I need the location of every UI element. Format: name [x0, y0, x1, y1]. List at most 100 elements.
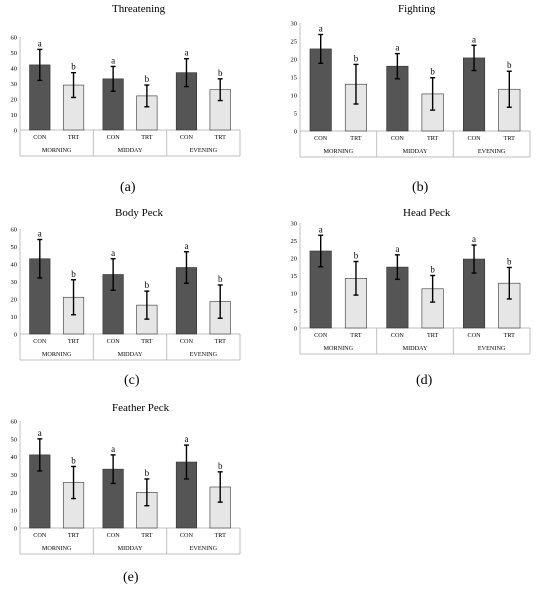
bar-label: CON [391, 135, 405, 142]
bar-label: TRT [141, 338, 153, 345]
y-tick-label: 15 [291, 75, 298, 82]
chart-panel-head-peck: Head Peck 0 5 10 15 20 25 30 MORNING a CON b TRT MID… [280, 205, 540, 395]
bar-label: CON [314, 332, 328, 339]
bar-label: TRT [427, 332, 439, 339]
chart-svg: 0 5 10 15 20 25 30 MORNING a CON b TRT MIDDAY a CON b TR… [291, 221, 531, 355]
y-tick-label: 40 [11, 66, 18, 73]
bar-label: CON [467, 135, 481, 142]
group-label: MORNING [324, 148, 354, 155]
bar-label: CON [314, 135, 328, 142]
group-label: MORNING [42, 147, 72, 154]
chart-title: Body Peck [115, 207, 163, 219]
chart-svg: 0 10 20 30 40 50 60 MORNING a CON b TRT MIDDAY a CON b T… [11, 227, 241, 361]
y-tick-label: 0 [14, 128, 17, 135]
significance-letter: a [111, 248, 115, 258]
chart-panel-threatening: Threatening 0 10 20 30 40 50 60 MORNING a CON b TRT… [0, 0, 260, 200]
y-tick-label: 5 [294, 111, 297, 118]
y-tick-label: 20 [291, 57, 298, 64]
significance-letter: a [38, 229, 42, 239]
bar-label: TRT [141, 532, 153, 539]
group-label: MIDDAY [118, 351, 143, 358]
y-tick-label: 20 [11, 490, 18, 497]
y-tick-label: 30 [11, 279, 18, 286]
significance-letter: a [395, 244, 399, 254]
y-tick-label: 10 [11, 508, 18, 515]
y-tick-label: 30 [11, 81, 18, 88]
significance-letter: b [218, 274, 223, 284]
bar-label: TRT [68, 134, 80, 141]
significance-letter: a [472, 34, 476, 44]
significance-letter: a [38, 38, 42, 48]
bar-label: TRT [215, 134, 227, 141]
y-tick-label: 10 [291, 291, 298, 298]
group-label: MIDDAY [403, 345, 428, 352]
significance-letter: b [145, 468, 150, 478]
significance-letter: b [354, 251, 359, 261]
group-label: MIDDAY [118, 545, 143, 552]
significance-letter: a [184, 434, 188, 444]
panel-label: (e) [123, 570, 139, 585]
group-label: MIDDAY [403, 148, 428, 155]
significance-letter: a [319, 24, 323, 34]
significance-letter: a [38, 428, 42, 438]
bar-label: TRT [215, 532, 227, 539]
significance-letter: b [507, 60, 512, 70]
chart-svg: 0 10 20 30 40 50 60 MORNING a CON b TRT MIDDAY a CON b T… [11, 419, 241, 555]
y-tick-label: 25 [291, 39, 298, 46]
bar-label: CON [33, 134, 47, 141]
y-tick-label: 50 [11, 244, 18, 251]
significance-letter: a [395, 43, 399, 53]
bar-label: TRT [427, 135, 439, 142]
bar-label: CON [107, 134, 121, 141]
significance-letter: b [354, 53, 359, 63]
y-tick-label: 60 [11, 227, 18, 234]
y-tick-label: 20 [11, 97, 18, 104]
significance-letter: a [472, 234, 476, 244]
significance-letter: b [218, 68, 223, 78]
chart-svg: 0 5 10 15 20 25 30 MORNING a CON b TRT MIDDAY a CON b TR… [291, 21, 531, 158]
significance-letter: b [430, 265, 435, 275]
bar-label: CON [33, 532, 47, 539]
bar-label: CON [33, 338, 47, 345]
y-tick-label: 0 [294, 129, 297, 136]
panel-label: (b) [412, 180, 429, 195]
bar-label: TRT [350, 332, 362, 339]
bar-label: TRT [68, 338, 80, 345]
significance-letter: b [507, 256, 512, 266]
significance-letter: b [145, 74, 150, 84]
y-tick-label: 15 [291, 273, 298, 280]
chart-title: Head Peck [403, 207, 451, 219]
y-tick-label: 5 [294, 308, 297, 315]
bar-label: CON [107, 338, 121, 345]
y-tick-label: 0 [14, 526, 17, 533]
bar-label: TRT [350, 135, 362, 142]
y-tick-label: 60 [11, 419, 18, 426]
bar-label: TRT [215, 338, 227, 345]
significance-letter: b [71, 62, 76, 72]
significance-letter: a [184, 48, 188, 58]
significance-letter: b [71, 455, 76, 465]
panel-label: (d) [416, 373, 433, 388]
bar-label: TRT [504, 135, 516, 142]
bar-label: CON [180, 134, 194, 141]
bar-label: CON [180, 532, 194, 539]
chart-title: Feather Peck [112, 402, 170, 414]
y-tick-label: 20 [11, 297, 18, 304]
group-label: MORNING [324, 345, 354, 352]
significance-letter: a [319, 224, 323, 234]
y-tick-label: 0 [14, 332, 17, 339]
significance-letter: a [184, 241, 188, 251]
group-label: EVENING [190, 545, 218, 552]
significance-letter: b [430, 67, 435, 77]
group-label: EVENING [478, 148, 506, 155]
y-tick-label: 10 [11, 314, 18, 321]
group-label: MIDDAY [118, 147, 143, 154]
y-tick-label: 25 [291, 238, 298, 245]
panel-label: (c) [124, 373, 140, 388]
bar-label: TRT [504, 332, 516, 339]
y-tick-label: 40 [11, 262, 18, 269]
group-label: EVENING [190, 147, 218, 154]
bar-label: CON [467, 332, 481, 339]
y-tick-label: 50 [11, 436, 18, 443]
chart-title: Fighting [398, 3, 436, 15]
